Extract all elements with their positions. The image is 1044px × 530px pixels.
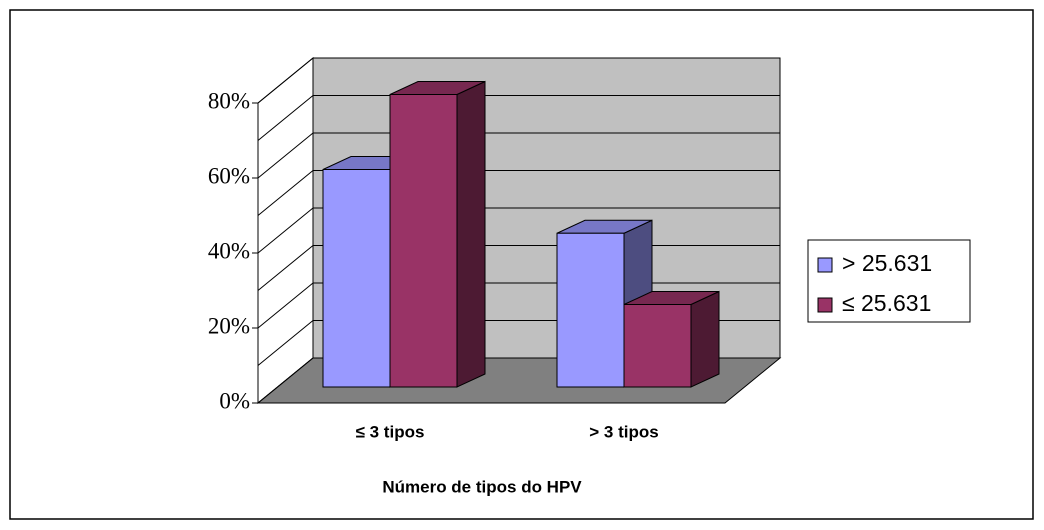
legend-box bbox=[807, 239, 971, 323]
side-grid-line bbox=[257, 57, 314, 104]
legend-label: ≤ 25.631 bbox=[842, 290, 931, 316]
side-grid-line bbox=[257, 357, 314, 404]
y-tick-label: 80% bbox=[208, 88, 250, 113]
side-grid-line bbox=[257, 282, 314, 329]
side-grid-line bbox=[257, 320, 314, 366]
bar-front bbox=[556, 232, 625, 388]
x-tick-label: > 3 tipos bbox=[589, 422, 658, 441]
legend-swatch bbox=[817, 297, 833, 313]
bar-side bbox=[690, 290, 720, 388]
x-tick-label: ≤ 3 tipos bbox=[356, 422, 425, 441]
side-grid-line bbox=[257, 245, 314, 291]
bar-front bbox=[389, 94, 458, 388]
side-grid-line bbox=[257, 95, 314, 141]
bar-front bbox=[623, 304, 692, 388]
bar-side bbox=[456, 80, 486, 388]
side-grid-line bbox=[257, 132, 314, 179]
y-tick-label: 60% bbox=[208, 163, 250, 188]
legend-label: > 25.631 bbox=[842, 250, 932, 276]
legend-swatch bbox=[817, 257, 833, 273]
bar-front bbox=[322, 169, 391, 388]
y-tick-label: 20% bbox=[208, 313, 250, 338]
side-grid-line bbox=[257, 207, 314, 254]
side-grid-line bbox=[257, 170, 314, 216]
x-axis-title: Número de tipos do HPV bbox=[382, 477, 582, 496]
y-tick-label: 40% bbox=[208, 238, 250, 263]
bar bbox=[623, 290, 720, 388]
y-tick-label: 0% bbox=[219, 388, 250, 413]
bar bbox=[389, 80, 486, 388]
